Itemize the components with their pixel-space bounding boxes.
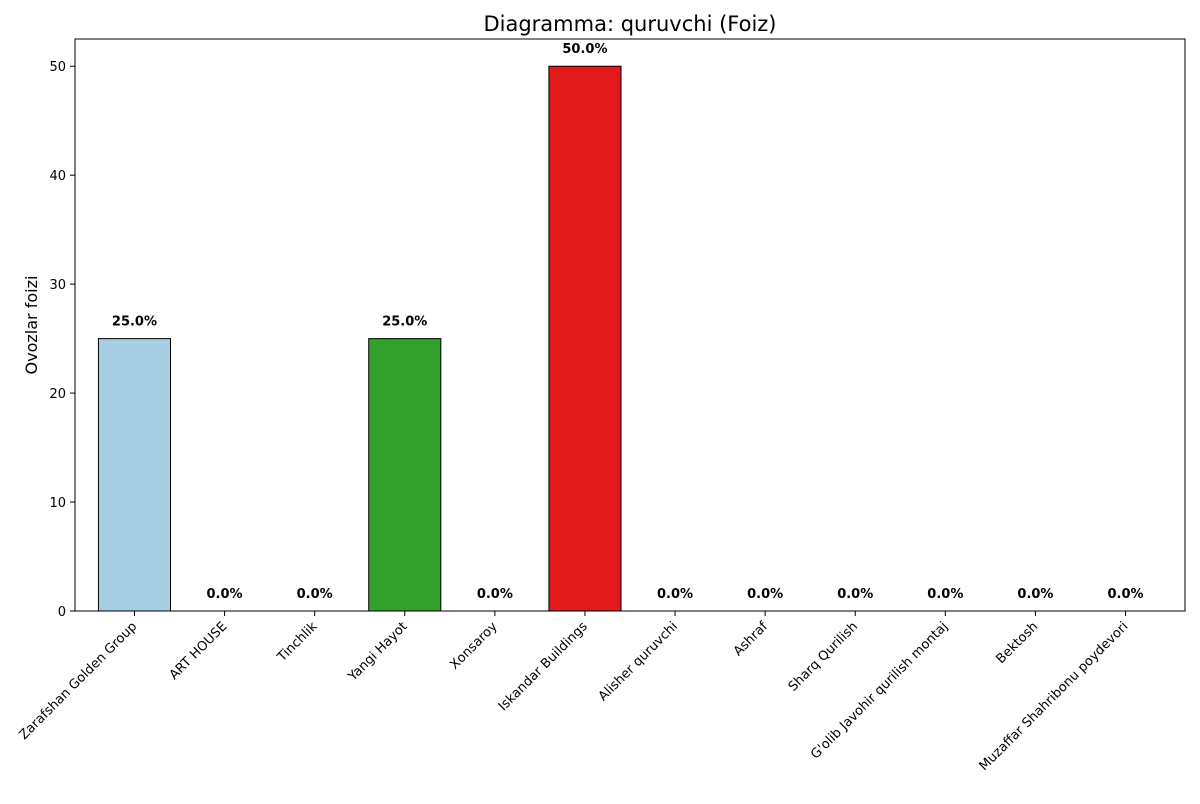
x-tick-label: Ashraf xyxy=(731,619,771,659)
data-label: 25.0% xyxy=(382,315,427,330)
data-label: 0.0% xyxy=(927,587,963,602)
x-tick-label: Sharq Qurilish xyxy=(786,619,861,694)
data-label: 0.0% xyxy=(207,587,243,602)
y-tick-label: 10 xyxy=(49,496,66,511)
plot-frame xyxy=(74,38,1186,612)
y-axis-label: Ovozlar foizi xyxy=(22,276,41,375)
bar xyxy=(97,338,172,612)
data-label: 0.0% xyxy=(747,587,783,602)
x-tick-label: Iskandar Buildings xyxy=(496,619,591,714)
data-label: 0.0% xyxy=(657,587,693,602)
x-tick-label: Zarafshan Golden Group xyxy=(17,619,141,743)
data-label: 25.0% xyxy=(112,315,157,330)
x-tick-label: Alisher quruvchi xyxy=(596,619,681,704)
data-label: 0.0% xyxy=(837,587,873,602)
data-label: 0.0% xyxy=(297,587,333,602)
data-label: 0.0% xyxy=(477,587,513,602)
x-tick-label: Bektosh xyxy=(994,619,1042,667)
y-tick-label: 30 xyxy=(49,278,66,293)
y-tick-label: 40 xyxy=(49,169,66,184)
bar xyxy=(368,338,442,612)
x-tick-label: Yangi Hayot xyxy=(345,619,411,685)
chart-title: Diagramma: quruvchi (Foiz) xyxy=(483,12,776,36)
plot-area: 25.0% 0.0% 0.0% 25.0% 0.0% 50.0% 0.0% 0.0% 0.0% 0… xyxy=(17,38,1186,774)
x-tick-label: ART HOUSE xyxy=(167,619,231,683)
x-tick-label: Xonsaroy xyxy=(447,619,501,673)
y-tick-label: 20 xyxy=(49,387,66,402)
data-label: 0.0% xyxy=(1017,587,1053,602)
bar xyxy=(548,65,622,612)
x-tick-label: Tinchlik xyxy=(274,619,321,666)
y-tick-label: 50 xyxy=(49,60,66,75)
data-label: 50.0% xyxy=(562,42,607,57)
data-label: 0.0% xyxy=(1108,587,1144,602)
x-tick-label: Muzaffar Shahribonu poydevori xyxy=(977,619,1132,774)
y-tick-label: 0 xyxy=(58,605,66,620)
